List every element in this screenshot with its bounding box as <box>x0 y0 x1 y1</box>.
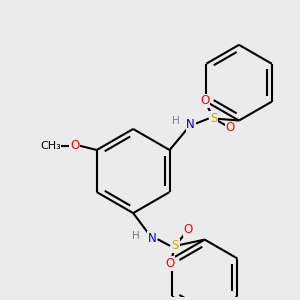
Text: O: O <box>166 257 175 270</box>
Text: N: N <box>186 118 195 131</box>
Text: O: O <box>200 94 209 107</box>
Text: S: S <box>210 112 218 125</box>
Text: S: S <box>172 239 179 252</box>
Text: CH₃: CH₃ <box>40 141 61 151</box>
Text: H: H <box>172 116 180 126</box>
Text: O: O <box>70 139 80 152</box>
Text: O: O <box>225 121 234 134</box>
Text: O: O <box>183 224 193 236</box>
Text: H: H <box>132 231 140 241</box>
Text: N: N <box>148 232 157 245</box>
